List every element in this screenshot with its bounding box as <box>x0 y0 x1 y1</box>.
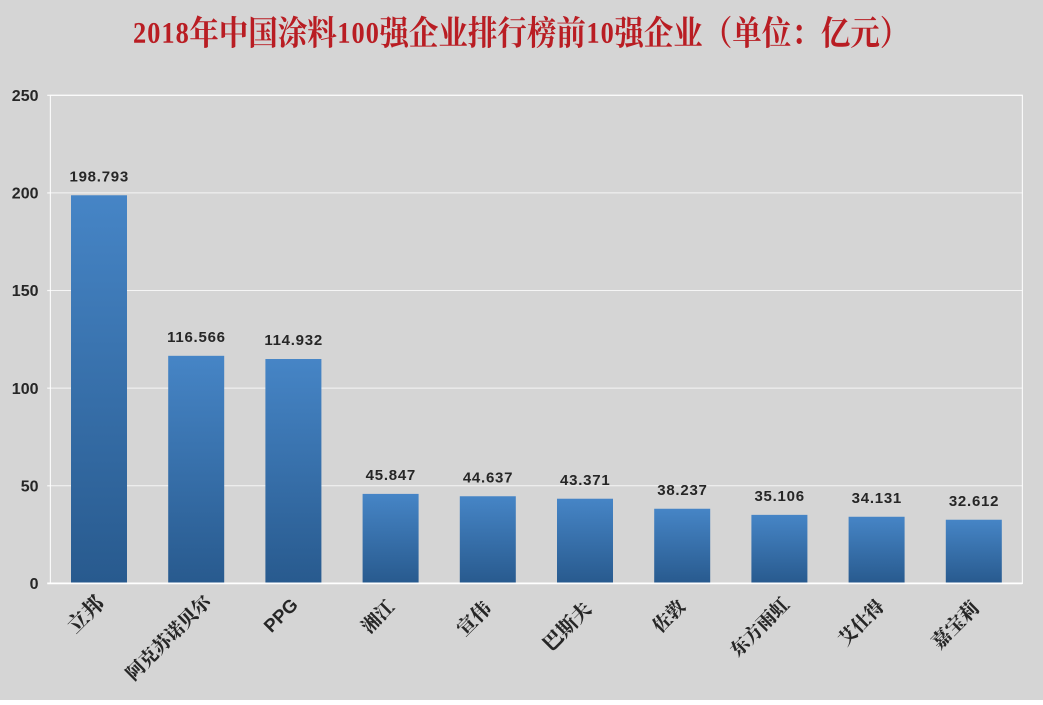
svg-text:198.793: 198.793 <box>70 168 129 185</box>
svg-text:35.106: 35.106 <box>754 488 804 505</box>
svg-text:44.637: 44.637 <box>463 469 513 486</box>
svg-text:250: 250 <box>12 88 39 105</box>
svg-text:45.847: 45.847 <box>366 467 416 484</box>
svg-text:43.371: 43.371 <box>560 472 610 489</box>
svg-text:34.131: 34.131 <box>852 490 902 507</box>
svg-text:116.566: 116.566 <box>167 329 226 346</box>
svg-text:38.237: 38.237 <box>657 482 707 499</box>
svg-text:0: 0 <box>30 576 39 593</box>
svg-text:200: 200 <box>12 186 39 203</box>
svg-text:100: 100 <box>12 381 39 398</box>
svg-text:150: 150 <box>12 283 39 300</box>
svg-text:114.932: 114.932 <box>264 332 323 349</box>
svg-text:50: 50 <box>21 478 39 495</box>
svg-text:32.612: 32.612 <box>949 493 999 510</box>
